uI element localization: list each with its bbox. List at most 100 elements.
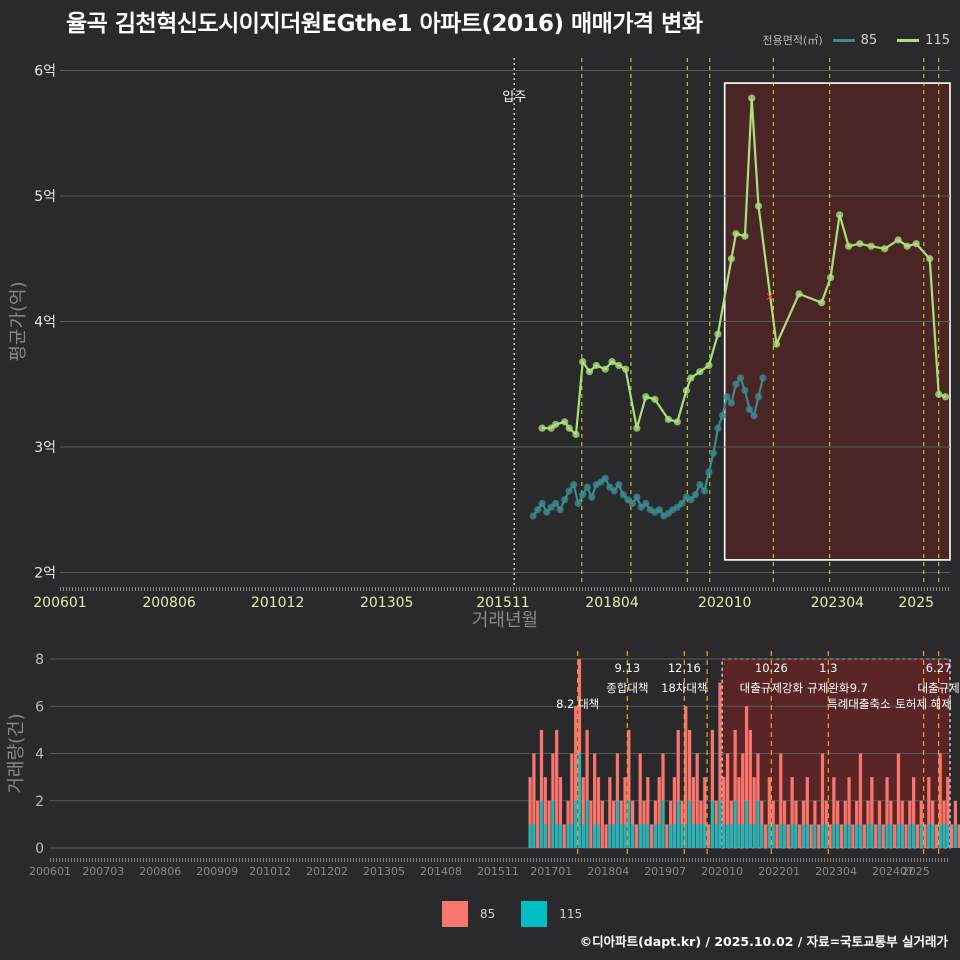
bar-85 xyxy=(706,824,711,848)
bar-115 xyxy=(744,800,749,848)
bar-115 xyxy=(691,824,695,848)
bar-115 xyxy=(627,800,631,848)
bar-85 xyxy=(874,824,878,848)
bar-115 xyxy=(858,824,863,848)
data-point-115 xyxy=(682,386,690,395)
y-axis-label: 평균가(억) xyxy=(8,281,29,361)
bar-115 xyxy=(668,824,673,848)
bar-115 xyxy=(801,824,806,848)
data-point-115 xyxy=(714,330,722,338)
bar-85 xyxy=(650,824,654,848)
bar-x-tick-label: 201305 xyxy=(363,865,405,878)
bar-115 xyxy=(528,824,532,848)
chart-title: 율곡 김천혁신도시이지더원EGthe1 아파트(2016) 매매가격 변화 xyxy=(66,11,703,37)
bar-115 xyxy=(699,824,703,848)
policy-annotation: 특례대출축소 xyxy=(827,697,890,711)
bar-85 xyxy=(775,824,779,848)
bar-85 xyxy=(957,824,960,848)
bar-85 xyxy=(555,729,559,848)
data-point-85 xyxy=(741,386,749,395)
data-point-85 xyxy=(601,474,609,482)
data-point-115 xyxy=(621,365,630,373)
data-point-85 xyxy=(538,499,546,508)
data-point-115 xyxy=(696,368,704,376)
bar-85 xyxy=(657,777,661,848)
bar-85 xyxy=(710,729,714,848)
data-point-115 xyxy=(817,299,826,307)
bar-85 xyxy=(562,824,566,848)
data-point-85 xyxy=(642,499,650,508)
bar-115 xyxy=(832,824,836,848)
bar-115 xyxy=(722,824,726,848)
x-tick-label: 202304 xyxy=(811,595,865,611)
bar-85 xyxy=(539,729,544,848)
bar-x-tick-label: 201408 xyxy=(420,865,462,878)
data-point-85 xyxy=(687,496,695,504)
bar-115 xyxy=(703,824,707,848)
bar-85 xyxy=(820,753,825,848)
data-point-85 xyxy=(534,506,542,514)
data-point-85 xyxy=(570,481,578,489)
bar-y-tick-label: 6 xyxy=(35,699,44,715)
x-tick-label: 2025 xyxy=(898,595,934,611)
bar-115 xyxy=(794,824,798,848)
bar-115 xyxy=(805,824,809,848)
bar-115 xyxy=(684,824,688,848)
bar-85 xyxy=(912,777,916,848)
movein-label: 입주 xyxy=(502,90,526,105)
data-point-115 xyxy=(565,424,573,432)
bar-115 xyxy=(779,824,783,848)
y-tick-label: 5억 xyxy=(34,189,56,205)
bar-115 xyxy=(942,824,946,848)
data-point-115 xyxy=(572,430,580,439)
data-point-85 xyxy=(543,508,551,516)
data-point-115 xyxy=(912,240,920,248)
bar-85 xyxy=(703,777,707,848)
policy-annotation: 12.16 xyxy=(668,661,701,675)
bar-85 xyxy=(589,800,593,848)
bar-85 xyxy=(543,777,547,848)
bar-85 xyxy=(646,777,650,848)
bar-115 xyxy=(631,824,635,848)
data-point-85 xyxy=(588,493,596,501)
legend-label: 전용면적(㎡) xyxy=(762,34,823,47)
bar-y-tick-label: 4 xyxy=(35,747,44,763)
bar-115 xyxy=(877,824,882,848)
bar-x-tick-label: 201012 xyxy=(249,865,291,878)
bar-85 xyxy=(950,824,954,848)
bar-115 xyxy=(782,824,787,848)
red-marker: × xyxy=(765,289,775,303)
bar-85 xyxy=(581,777,585,848)
data-point-85 xyxy=(574,499,582,508)
bar-x-tick-label: 201511 xyxy=(477,865,519,878)
bar-85 xyxy=(733,729,737,848)
data-point-85 xyxy=(754,393,763,401)
bar-85 xyxy=(634,824,639,848)
y-tick-label: 6억 xyxy=(34,64,56,80)
data-point-85 xyxy=(628,499,636,508)
data-point-115 xyxy=(754,202,763,210)
data-point-115 xyxy=(608,358,616,366)
data-point-85 xyxy=(633,493,641,501)
bar-85 xyxy=(798,824,802,848)
bar-85 xyxy=(790,777,794,848)
bar-y-axis-label: 거래량(건) xyxy=(6,713,27,793)
legend-box-115 xyxy=(521,901,548,927)
data-point-115 xyxy=(941,393,950,401)
bar-115 xyxy=(790,824,794,848)
bar-115 xyxy=(585,800,589,848)
policy-annotation: 6.27 xyxy=(926,661,952,675)
bar-y-tick-label: 2 xyxy=(35,794,44,810)
data-point-115 xyxy=(552,420,560,428)
data-point-85 xyxy=(619,491,627,499)
bar-115 xyxy=(946,824,950,848)
bar-115 xyxy=(558,824,563,848)
data-point-85 xyxy=(610,487,618,495)
bar-85 xyxy=(881,824,885,848)
bar-x-tick-label: 200909 xyxy=(196,865,238,878)
x-axis-label: 거래년월 xyxy=(472,610,538,631)
bar-115 xyxy=(566,824,570,848)
bar-85 xyxy=(915,824,920,848)
legend-item-85: 85 xyxy=(860,32,878,48)
bar-115 xyxy=(927,824,931,848)
